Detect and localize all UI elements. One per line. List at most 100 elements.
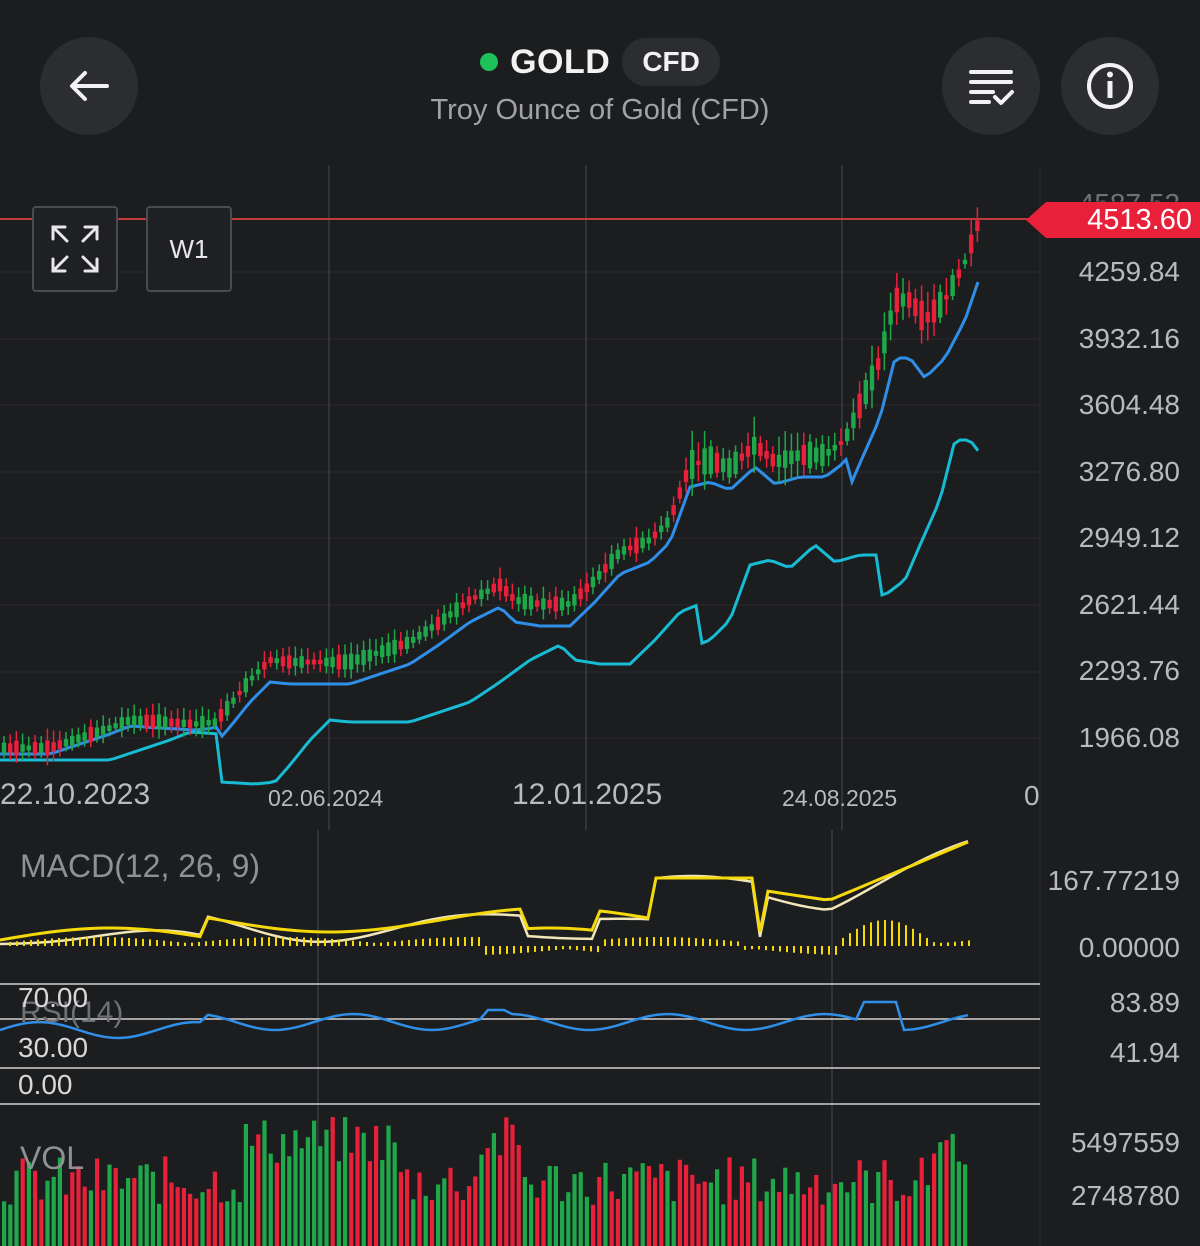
volume-bar	[126, 1178, 131, 1246]
volume-bar	[181, 1187, 186, 1246]
volume-bar	[640, 1163, 645, 1246]
info-button[interactable]	[1061, 37, 1159, 135]
volume-bar	[677, 1159, 682, 1246]
volume-bar	[814, 1175, 819, 1246]
volume-bar	[845, 1192, 850, 1246]
timeframe-button[interactable]: W1	[146, 206, 232, 292]
volume-bar	[863, 1170, 868, 1246]
volume-bar	[919, 1157, 924, 1246]
candlestick-body	[956, 269, 961, 279]
volume-bar	[665, 1170, 670, 1246]
candlestick-body	[39, 743, 44, 753]
volume-bar	[659, 1164, 664, 1246]
back-button[interactable]	[40, 37, 138, 135]
candlestick-body	[442, 613, 447, 625]
timeframe-label: W1	[169, 233, 209, 264]
candlestick-body	[745, 446, 751, 457]
candlestick-body	[262, 661, 267, 670]
volume-bar	[832, 1183, 837, 1246]
volume-bar	[274, 1162, 279, 1246]
volume-bar	[963, 1164, 968, 1246]
volume-bar	[473, 1176, 478, 1246]
volume-bar	[349, 1152, 354, 1246]
price-axis-label: 2293.76	[1078, 655, 1180, 686]
price-chart[interactable]	[0, 160, 1200, 1246]
candlestick-body	[485, 588, 490, 594]
volume-bar	[591, 1204, 596, 1246]
volume-bar	[795, 1172, 800, 1246]
candlestick-body	[807, 441, 813, 469]
candlestick-body	[435, 616, 441, 630]
candlestick-body	[975, 220, 980, 232]
volume-bar	[262, 1120, 267, 1246]
price-axis-top-label: 4587.52	[1040, 188, 1180, 201]
candlestick-body	[925, 312, 930, 323]
volume-bar	[169, 1182, 174, 1246]
macd-panel	[0, 840, 970, 955]
volume-bar	[479, 1154, 484, 1246]
volume-bar	[64, 1194, 69, 1246]
moving-averages	[0, 281, 980, 786]
candlestick-body	[156, 714, 162, 730]
candlestick-body	[1, 742, 7, 754]
volume-bar	[243, 1123, 248, 1246]
volume-bar	[39, 1199, 44, 1246]
volume-bar	[212, 1171, 217, 1246]
fullscreen-button[interactable]	[32, 206, 118, 292]
candlestick-body	[256, 669, 261, 675]
candlestick-body	[522, 593, 527, 610]
volume-panel	[2, 1117, 968, 1246]
candlestick-body	[373, 650, 379, 656]
candlestick-body	[305, 659, 310, 665]
candlestick-body	[609, 553, 614, 569]
volume-bar	[336, 1161, 341, 1246]
volume-bar	[380, 1160, 385, 1246]
candlestick-body	[634, 537, 639, 554]
candlestick-body	[535, 600, 540, 607]
candlestick-body	[888, 310, 893, 325]
candlestick-body	[398, 640, 403, 650]
candlestick-body	[392, 639, 397, 655]
candlestick-body	[51, 742, 56, 752]
volume-bar	[436, 1184, 441, 1246]
volume-bar	[696, 1183, 701, 1246]
volume-bar	[324, 1129, 329, 1246]
candlestick-body	[913, 298, 918, 316]
candlestick-body	[894, 287, 899, 313]
candlestick-body	[163, 716, 168, 729]
volume-bar	[622, 1173, 627, 1246]
candlestick-body	[479, 589, 484, 600]
date-axis-label: 02.06.2024	[268, 785, 384, 811]
volume-bar	[423, 1195, 428, 1246]
candlestick-body	[200, 716, 205, 731]
list-settings-icon	[969, 70, 1014, 105]
volume-bar	[708, 1182, 713, 1246]
candlestick-body	[70, 735, 75, 746]
volume-bar	[529, 1184, 534, 1246]
volume-bar	[491, 1133, 496, 1246]
indicators-menu-button[interactable]	[942, 37, 1040, 135]
volume-bar	[8, 1204, 13, 1246]
candlestick-body	[590, 576, 596, 588]
candlestick-body	[187, 719, 193, 728]
candlestick-body	[615, 549, 620, 560]
volume-bar	[888, 1179, 893, 1246]
volume-bar	[219, 1202, 224, 1246]
candlestick-body	[181, 719, 186, 727]
candlestick-body	[541, 598, 546, 610]
volume-bar	[727, 1157, 732, 1246]
arrow-left-icon	[70, 71, 109, 101]
volume-bar	[411, 1199, 416, 1246]
volume-bar	[429, 1200, 434, 1246]
candlestick-body	[851, 412, 856, 429]
volume-bar	[231, 1189, 236, 1246]
volume-bar	[107, 1164, 112, 1246]
candlestick-body	[752, 436, 757, 455]
volume-bar	[26, 1161, 31, 1246]
volume-bar	[535, 1197, 540, 1246]
candlestick-body	[26, 745, 31, 751]
candlestick-body	[845, 428, 850, 442]
volume-bar	[913, 1180, 918, 1246]
volume-bar	[801, 1194, 806, 1246]
candlestick-body	[944, 295, 949, 300]
